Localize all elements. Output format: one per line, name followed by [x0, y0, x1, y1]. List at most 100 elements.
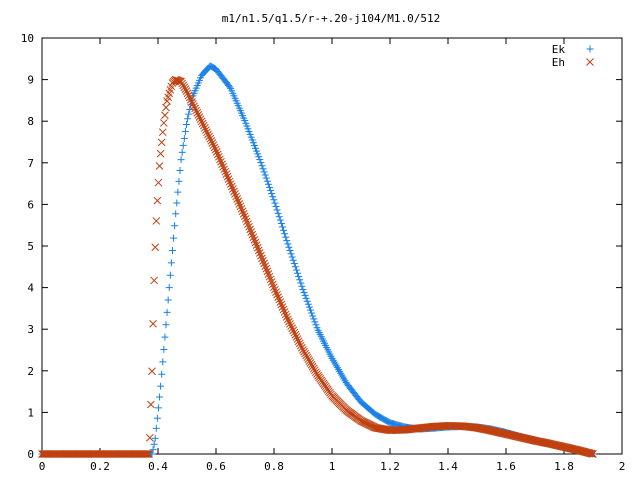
- data-point: [233, 195, 242, 203]
- data-point: [286, 247, 294, 255]
- data-point: [281, 230, 289, 238]
- data-point: [299, 346, 307, 354]
- data-point: [239, 209, 248, 218]
- data-point: [156, 149, 165, 158]
- data-point: [198, 119, 207, 128]
- data-point: [263, 267, 272, 276]
- y-tick-label: 8: [27, 115, 34, 128]
- data-point: [262, 174, 270, 182]
- data-point: [304, 355, 313, 364]
- data-point: [205, 132, 213, 141]
- data-point: [144, 450, 153, 458]
- data-point: [148, 367, 156, 376]
- data-point: [312, 321, 320, 329]
- data-point: [277, 220, 285, 228]
- data-point: [303, 297, 311, 305]
- data-point: [153, 196, 162, 205]
- data-point: [177, 156, 185, 164]
- data-point: [586, 449, 595, 458]
- data-point: [210, 143, 219, 152]
- data-point: [154, 404, 162, 412]
- data-point: [284, 240, 292, 248]
- data-point: [295, 339, 304, 348]
- data-point: [224, 175, 233, 183]
- data-point: [208, 139, 217, 147]
- data-point: [280, 226, 288, 234]
- data-point: [300, 347, 308, 356]
- data-point: [179, 141, 187, 149]
- x-tick-label: 1.6: [496, 460, 516, 473]
- data-point: [290, 260, 298, 268]
- series-layer: [38, 62, 597, 458]
- data-point: [178, 79, 187, 88]
- data-point: [259, 257, 267, 265]
- data-point: [297, 279, 305, 287]
- axis-ticks: 0 0.2 0.4 0.6 0.8 1 1.2 1.4 1.6 1.8 2 0 1 2 3 4 5 6 7 8 9 10: [21, 32, 626, 473]
- data-point: [304, 300, 312, 308]
- data-point: [274, 209, 282, 217]
- data-point: [184, 115, 192, 123]
- data-point: [161, 333, 169, 341]
- data-point: [163, 308, 171, 316]
- y-tick-label: 6: [27, 198, 34, 211]
- data-point: [213, 150, 222, 159]
- data-point: [159, 119, 168, 127]
- data-point: [261, 262, 270, 271]
- x-tick-label: 1.2: [380, 460, 400, 473]
- data-point: [148, 450, 156, 458]
- data-point: [202, 126, 210, 134]
- data-point: [154, 178, 163, 187]
- data-point: [171, 222, 179, 230]
- data-point: [194, 111, 203, 119]
- data-point: [167, 259, 175, 267]
- data-point: [292, 266, 300, 274]
- data-point: [180, 134, 188, 142]
- data-point: [230, 187, 238, 196]
- data-point: [156, 393, 164, 401]
- data-point: [193, 108, 202, 117]
- data-point: [141, 450, 150, 458]
- data-point: [151, 243, 160, 252]
- data-point: [283, 237, 291, 245]
- x-tick-label: 0.4: [148, 460, 168, 473]
- data-point: [306, 306, 314, 314]
- data-point: [301, 291, 309, 299]
- data-point: [254, 246, 263, 255]
- legend-label-ek: Ek: [552, 43, 566, 56]
- data-point: [280, 308, 289, 316]
- data-point: [162, 321, 170, 329]
- data-point: [272, 288, 280, 297]
- x-tick-label: 0.6: [206, 460, 226, 473]
- data-point: [278, 223, 286, 231]
- data-point: [182, 120, 190, 128]
- data-point: [231, 190, 239, 198]
- y-tick-label: 4: [27, 282, 34, 295]
- y-tick-label: 7: [27, 157, 34, 170]
- data-point: [296, 276, 304, 284]
- data-point: [298, 343, 306, 352]
- chart-title: m1/n1.5/q1.5/r-+.20-j104/M1.0/512: [222, 12, 441, 25]
- data-point: [190, 102, 198, 111]
- data-point: [287, 322, 295, 330]
- data-point: [289, 326, 298, 335]
- data-point: [270, 196, 278, 204]
- data-point: [180, 83, 189, 92]
- data-point: [258, 254, 266, 263]
- data-point: [302, 351, 311, 360]
- plot-frame: [41, 37, 623, 455]
- data-point: [150, 440, 158, 448]
- x-tick-label: 0.2: [90, 460, 110, 473]
- data-point: [274, 293, 282, 301]
- legend-label-eh: Eh: [552, 56, 565, 69]
- data-point: [172, 210, 180, 218]
- data-point: [216, 155, 224, 164]
- data-point: [291, 263, 299, 271]
- data-point: [278, 303, 287, 311]
- data-point: [170, 234, 178, 242]
- data-point: [209, 141, 218, 150]
- data-point: [298, 282, 306, 290]
- data-point: [155, 162, 164, 170]
- data-point: [268, 190, 276, 198]
- data-point: [309, 364, 318, 373]
